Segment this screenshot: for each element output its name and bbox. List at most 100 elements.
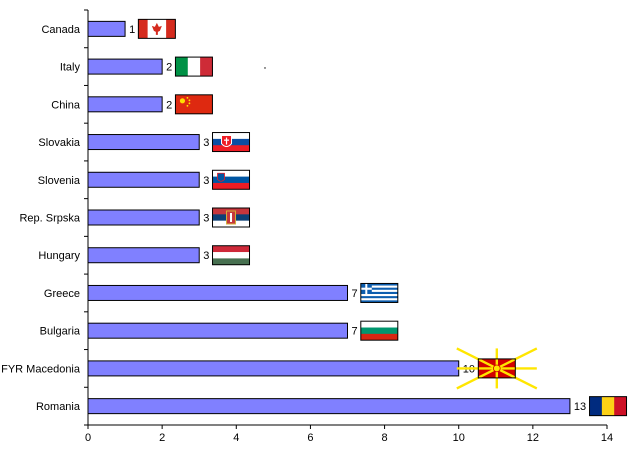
- flag-border: [212, 207, 251, 228]
- cross-icon: [230, 213, 233, 222]
- flag-stripe: [360, 321, 398, 328]
- category-label: FYR Macedonia: [1, 363, 81, 375]
- cross-icon: [224, 139, 230, 141]
- x-tick-label: 2: [159, 432, 165, 444]
- data-label: 3: [203, 250, 209, 262]
- flag-border: [477, 358, 516, 379]
- category-label: Italy: [60, 62, 81, 74]
- category-label: Romania: [36, 401, 81, 413]
- bar-hungary: [87, 247, 200, 264]
- sun-ray: [496, 367, 538, 390]
- bar-bulgaria: [87, 322, 348, 339]
- flag-field: [175, 94, 213, 114]
- italy-flag: [174, 56, 213, 77]
- slovakia-flag: [212, 132, 251, 153]
- bar-china: [87, 96, 163, 113]
- flag-band: [166, 19, 176, 39]
- flag-stripe: [360, 294, 398, 297]
- flag-stripe: [212, 145, 250, 152]
- sun-ray: [456, 367, 498, 390]
- category-label: Slovenia: [38, 175, 81, 187]
- category-label: Greece: [44, 288, 80, 300]
- data-label: 2: [166, 99, 172, 111]
- slovenia-flag: [212, 169, 251, 190]
- sun-ray: [456, 347, 498, 370]
- category-label: Canada: [41, 24, 80, 36]
- flag-border: [589, 396, 628, 417]
- bar-italy: [87, 58, 163, 75]
- maple-leaf-icon: [151, 22, 162, 35]
- flag-stripe: [360, 283, 398, 286]
- flag-stripe: [175, 57, 189, 77]
- flag-stripe: [360, 287, 398, 290]
- x-tick-label: 6: [307, 432, 313, 444]
- x-tick-label: 4: [233, 432, 239, 444]
- flag-stripe: [212, 245, 250, 253]
- stray-dot: [264, 67, 266, 69]
- flag-stripe: [360, 300, 398, 303]
- flag-stripe: [212, 170, 250, 177]
- data-label: 2: [166, 62, 172, 74]
- sun-icon: [493, 364, 501, 373]
- x-tick-label: 0: [85, 432, 91, 444]
- cross-icon: [360, 287, 372, 290]
- category-label: Hungary: [38, 250, 80, 262]
- flag-stripe: [614, 396, 627, 416]
- flag-border: [360, 320, 399, 341]
- flag-stripe: [200, 57, 213, 77]
- bar-fyr-macedonia: [87, 360, 460, 377]
- data-label: 7: [352, 326, 358, 338]
- macedonia-flag: [456, 347, 538, 390]
- x-tick-label: 8: [382, 432, 388, 444]
- flag-border: [137, 18, 176, 39]
- flag-stripe: [212, 182, 250, 190]
- flag-border: [212, 132, 251, 153]
- flag-stripe: [589, 396, 603, 416]
- bulgaria-flag: [360, 320, 399, 341]
- flag-border: [212, 245, 251, 266]
- china-flag: [174, 94, 213, 115]
- category-label: Rep. Srpska: [19, 213, 80, 225]
- flag-border: [212, 169, 251, 190]
- category-label: Bulgaria: [40, 326, 81, 338]
- canada-flag: [137, 18, 176, 39]
- x-tick-label: 12: [527, 432, 539, 444]
- category-label: China: [51, 99, 81, 111]
- flag-stripe: [360, 289, 398, 293]
- flag-border: [360, 282, 399, 303]
- flag-stripe: [212, 258, 250, 266]
- data-label: 3: [203, 213, 209, 225]
- flag-stripe: [360, 285, 398, 288]
- star-icon: [188, 99, 191, 102]
- star-icon: [186, 104, 189, 107]
- flag-border: [174, 56, 213, 77]
- data-label: 3: [203, 175, 209, 187]
- star-icon: [188, 102, 191, 105]
- category-label: Slovakia: [38, 137, 80, 149]
- bar-slovenia: [87, 171, 200, 188]
- x-tick-label: 14: [601, 432, 613, 444]
- data-label: 1: [129, 24, 135, 36]
- sun-ray: [496, 347, 538, 370]
- republika-srpska-flag: [212, 207, 251, 228]
- data-label: 7: [352, 288, 358, 300]
- plot-area: 0 2 4 6 8 10 12 14 Canada 1 Italy 2 China 2 Slovakia 3 S…: [1, 9, 628, 444]
- bar-slovakia: [87, 134, 200, 151]
- flag-stripe: [601, 396, 615, 416]
- greece-flag: [360, 282, 399, 303]
- flag-stripe: [187, 57, 201, 77]
- hungary-flag: [212, 245, 251, 266]
- bar-canada: [87, 20, 126, 37]
- romania-flag: [589, 396, 628, 417]
- flag-stripe: [360, 298, 398, 301]
- bar-rep-srpska: [87, 209, 200, 226]
- x-tick-label: 10: [453, 432, 465, 444]
- flag-stripe: [212, 252, 250, 259]
- cross-icon: [225, 137, 228, 145]
- data-label: 3: [203, 137, 209, 149]
- bar-romania: [87, 398, 571, 415]
- star-icon: [179, 98, 186, 104]
- data-label: 13: [574, 401, 586, 413]
- flag-stripe: [360, 327, 398, 335]
